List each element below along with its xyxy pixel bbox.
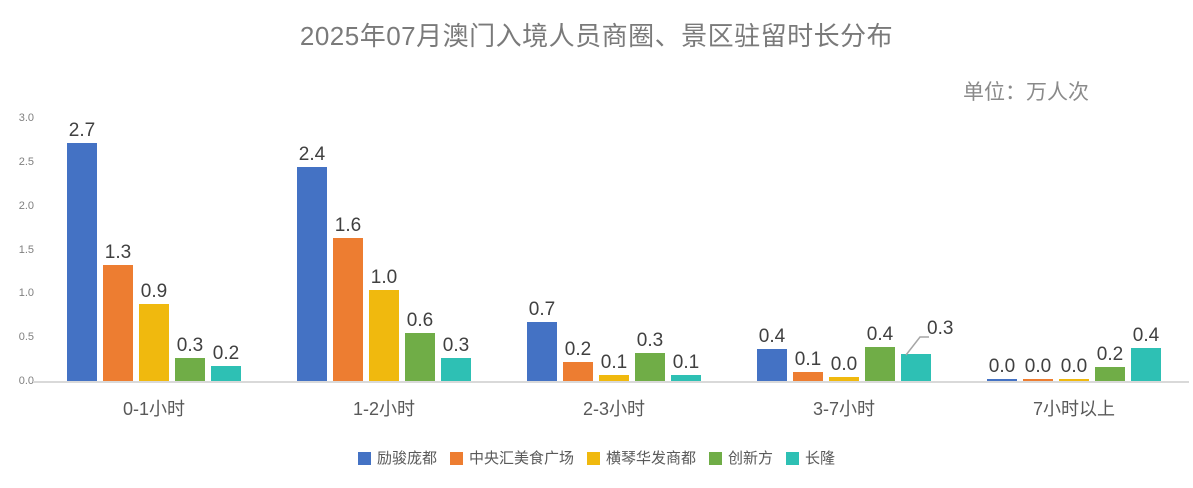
bar (139, 304, 169, 381)
bar-data-label: 0.3 (442, 335, 470, 356)
bar-data-label: 1.3 (104, 242, 132, 263)
bar (1131, 348, 1161, 381)
x-tick-label: 2-3小时 (582, 399, 645, 419)
bar-data-label: 0.7 (528, 299, 556, 320)
legend-label: 中央汇美食广场 (468, 450, 574, 467)
bar-data-label: 0.0 (830, 354, 858, 375)
bar-data-label: 0.2 (1096, 344, 1124, 365)
bar-data-label: 0.6 (406, 310, 434, 331)
bar (297, 167, 327, 381)
bar (757, 349, 787, 381)
legend-item: 长隆 (786, 450, 835, 467)
bar-data-label: 1.0 (370, 267, 398, 288)
bar (901, 354, 931, 381)
bar (829, 377, 859, 381)
bar (333, 238, 363, 381)
legend-swatch (586, 452, 600, 465)
bar (441, 358, 471, 381)
bar (599, 375, 629, 381)
x-tick-label: 3-7小时 (812, 399, 875, 419)
y-tick-label: 1.0 (18, 287, 34, 300)
bar-data-label: 2.4 (298, 144, 326, 165)
legend-swatch (449, 452, 463, 465)
bar (793, 372, 823, 381)
unit-label: 单位：万人次 (963, 81, 1089, 104)
y-tick-label: 0.0 (18, 375, 34, 387)
y-tick-label: 2.5 (18, 155, 34, 168)
bar (671, 375, 701, 381)
legend-swatch (786, 452, 800, 465)
bar-data-label: 0.4 (866, 324, 894, 345)
bar (987, 379, 1017, 381)
bar-data-label: 0.0 (1060, 356, 1088, 377)
bar-data-label: 0.9 (140, 281, 168, 302)
bar (1095, 367, 1125, 381)
legend-label: 长隆 (805, 450, 836, 467)
bar (1023, 379, 1053, 381)
bar-data-label: 0.4 (758, 326, 786, 347)
legend-swatch (709, 452, 722, 465)
bar-data-label: 0.1 (794, 349, 822, 370)
bar-data-label: 0.3 (176, 335, 204, 356)
bar (211, 366, 241, 381)
y-axis: 0.0 0.5 1.0 1.5 2.0 2.5 3.0 (0, 112, 34, 387)
legend-label: 横琴华发商都 (605, 450, 696, 467)
x-tick-label: 7小时以上 (1032, 399, 1115, 419)
legend-label: 励骏庞都 (376, 450, 437, 467)
bar (635, 353, 665, 381)
bar-data-label: 0.1 (672, 352, 700, 373)
x-tick-label: 0-1小时 (122, 399, 185, 419)
callout-leader-line (905, 336, 929, 356)
bar (369, 290, 399, 381)
bar-data-label: 0.3 (636, 330, 664, 351)
bar-data-label: 1.6 (334, 215, 362, 236)
bar (527, 322, 557, 381)
bar-data-label: 0.2 (212, 343, 240, 364)
bar (67, 143, 97, 381)
bar (1059, 379, 1089, 381)
bar (563, 362, 593, 381)
bar-data-label: 0.0 (1024, 356, 1052, 377)
bar-data-label: 0.2 (564, 339, 592, 360)
x-tick-label: 1-2小时 (352, 399, 415, 419)
plot-area: 0-1小时 2.7 1.3 0.9 0.3 0.2 1-2小时 2.4 1.6 1.0 0.6 0.3… (33, 118, 1189, 419)
bar (175, 358, 205, 381)
bar-data-label: 0.4 (1132, 325, 1160, 346)
bar (865, 347, 895, 381)
legend: 励骏庞都 中央汇美食广场 横琴华发商都 创新方 长隆 (0, 450, 1193, 467)
bar (103, 265, 133, 381)
chart-title: 2025年07月澳门入境人员商圈、景区驻留时长分布 (299, 21, 894, 51)
bar-data-label: 0.1 (600, 352, 628, 373)
bar-data-label: 0.0 (988, 356, 1016, 377)
legend-swatch (357, 452, 371, 465)
bar-data-label: 2.7 (68, 120, 96, 141)
legend-item: 励骏庞都 (357, 450, 437, 467)
x-axis-line (33, 381, 1189, 383)
bar (405, 333, 435, 381)
legend-label: 创新方 (728, 450, 774, 467)
y-tick-label: 1.5 (18, 243, 34, 256)
bar-data-label: 0.3 (927, 318, 954, 339)
legend-item: 创新方 (709, 450, 773, 467)
legend-item: 中央汇美食广场 (449, 450, 574, 467)
y-tick-label: 0.5 (18, 331, 34, 344)
y-tick-label: 2.0 (18, 199, 34, 212)
y-tick-label: 3.0 (18, 112, 34, 124)
legend-item: 横琴华发商都 (586, 450, 696, 467)
